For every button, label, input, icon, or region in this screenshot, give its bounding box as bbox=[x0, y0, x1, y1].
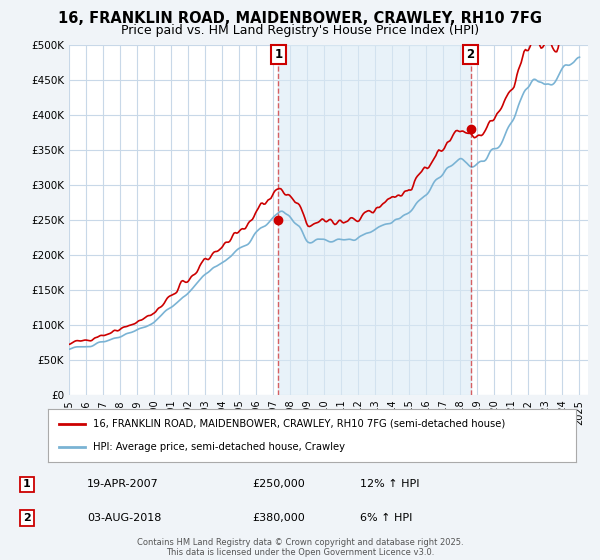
Text: 19-APR-2007: 19-APR-2007 bbox=[87, 479, 159, 489]
Text: 16, FRANKLIN ROAD, MAIDENBOWER, CRAWLEY, RH10 7FG: 16, FRANKLIN ROAD, MAIDENBOWER, CRAWLEY,… bbox=[58, 11, 542, 26]
Text: £380,000: £380,000 bbox=[252, 513, 305, 523]
Text: 1: 1 bbox=[23, 479, 31, 489]
Text: 12% ↑ HPI: 12% ↑ HPI bbox=[360, 479, 419, 489]
Text: Price paid vs. HM Land Registry's House Price Index (HPI): Price paid vs. HM Land Registry's House … bbox=[121, 24, 479, 36]
Text: 2: 2 bbox=[467, 48, 475, 61]
Bar bbox=[278, 45, 470, 395]
Text: 16, FRANKLIN ROAD, MAIDENBOWER, CRAWLEY, RH10 7FG (semi-detached house): 16, FRANKLIN ROAD, MAIDENBOWER, CRAWLEY,… bbox=[93, 419, 505, 429]
Text: £250,000: £250,000 bbox=[252, 479, 305, 489]
Text: 6% ↑ HPI: 6% ↑ HPI bbox=[360, 513, 412, 523]
Text: 03-AUG-2018: 03-AUG-2018 bbox=[87, 513, 161, 523]
Text: 1: 1 bbox=[274, 48, 283, 61]
Text: 2: 2 bbox=[23, 513, 31, 523]
Text: Contains HM Land Registry data © Crown copyright and database right 2025.
This d: Contains HM Land Registry data © Crown c… bbox=[137, 538, 463, 557]
Text: HPI: Average price, semi-detached house, Crawley: HPI: Average price, semi-detached house,… bbox=[93, 442, 345, 452]
